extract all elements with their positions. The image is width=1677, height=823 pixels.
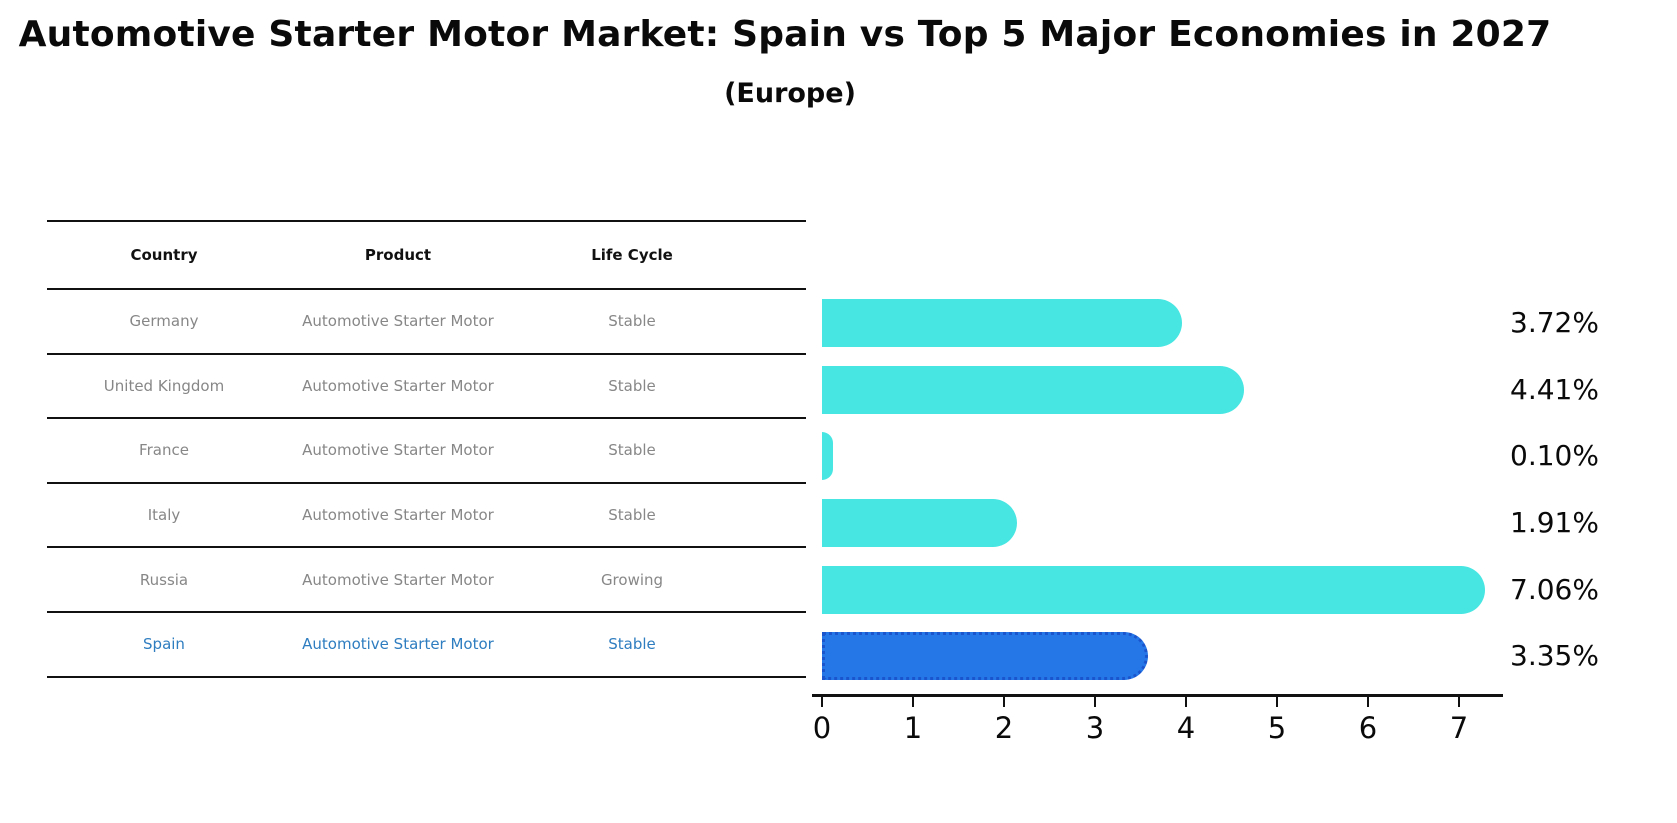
value-label-russia: 7.06% — [1510, 572, 1599, 606]
cell-country: Spain — [143, 635, 185, 654]
column-header-country: Country — [130, 246, 198, 264]
cell-lifecycle: Stable — [608, 312, 656, 331]
cell-country: France — [139, 441, 189, 460]
cell-country: United Kingdom — [103, 376, 225, 395]
bar-spain — [822, 632, 1148, 681]
x-axis-tick — [1367, 696, 1369, 707]
value-label-france: 0.10% — [1510, 439, 1599, 473]
cell-lifecycle: Stable — [608, 635, 656, 654]
bar-france — [822, 432, 834, 481]
column-header-product: Product — [364, 246, 432, 264]
x-axis-tick — [1003, 696, 1005, 707]
x-axis-tick — [1185, 696, 1187, 707]
x-axis-tick-label: 0 — [812, 711, 832, 745]
cell-country: Italy — [147, 506, 181, 525]
chart-title: Automotive Starter Motor Market: Spain v… — [18, 14, 1552, 55]
table-row-germany: Germany Automotive Starter Motor Stable — [47, 290, 806, 355]
value-label-germany: 3.72% — [1510, 306, 1599, 339]
table-header-row: Country Product Life Cycle — [47, 222, 806, 290]
x-axis-tick-label: 6 — [1358, 711, 1378, 745]
x-axis-tick-label: 2 — [994, 711, 1014, 745]
x-axis-tick-label: 3 — [1085, 711, 1105, 745]
x-axis-tick — [1094, 696, 1096, 707]
x-axis-tick — [1458, 696, 1460, 707]
value-label-spain: 3.35% — [1510, 639, 1599, 673]
table-row-italy: Italy Automotive Starter Motor Stable — [47, 484, 806, 549]
x-axis-tick-label: 4 — [1176, 711, 1196, 745]
value-label-italy: 1.91% — [1510, 506, 1599, 539]
x-axis-tick-label: 7 — [1449, 711, 1469, 745]
bar-russia — [822, 565, 1486, 614]
column-header-lifecycle: Life Cycle — [591, 246, 673, 264]
table-row-spain: Spain Automotive Starter Motor Stable — [47, 613, 806, 678]
value-label-united-kingdom: 4.41% — [1510, 372, 1599, 406]
x-axis-tick — [912, 696, 914, 707]
cell-product: Automotive Starter Motor — [302, 376, 494, 395]
cell-lifecycle: Growing — [600, 570, 664, 589]
bar-united-kingdom — [822, 365, 1245, 414]
cell-country: Russia — [139, 570, 189, 589]
cell-lifecycle: Stable — [608, 506, 656, 525]
cell-product: Automotive Starter Motor — [302, 441, 494, 460]
cell-lifecycle: Stable — [608, 376, 656, 395]
cell-lifecycle: Stable — [608, 441, 656, 460]
bar-germany — [822, 299, 1182, 347]
x-axis-tick — [1276, 696, 1278, 707]
table-row-france: France Automotive Starter Motor Stable — [47, 419, 806, 484]
cell-product: Automotive Starter Motor — [302, 635, 494, 654]
x-axis-tick-label: 5 — [1267, 711, 1287, 745]
bar-italy — [822, 499, 1017, 547]
table-row-united-kingdom: United Kingdom Automotive Starter Motor … — [47, 355, 806, 420]
x-axis-tick-label: 1 — [903, 711, 923, 745]
country-table: Country Product Life Cycle Germany Autom… — [47, 220, 806, 678]
cell-product: Automotive Starter Motor — [302, 312, 494, 331]
chart-subtitle: (Europe) — [724, 78, 856, 109]
x-axis-line — [812, 694, 1503, 697]
cell-country: Germany — [129, 312, 199, 331]
x-axis-tick — [821, 696, 823, 707]
cell-product: Automotive Starter Motor — [302, 570, 494, 589]
table-row-russia: Russia Automotive Starter Motor Growing — [47, 548, 806, 613]
cell-product: Automotive Starter Motor — [302, 506, 494, 525]
